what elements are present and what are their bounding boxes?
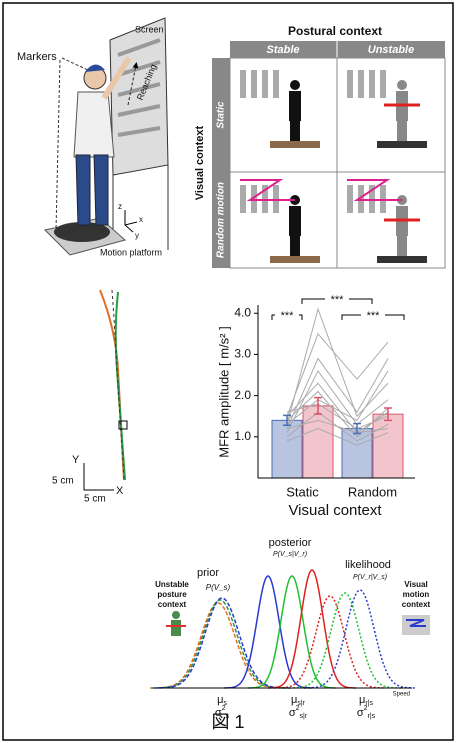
support bbox=[270, 256, 320, 263]
stripe bbox=[358, 70, 364, 98]
context-label: posture bbox=[157, 590, 187, 599]
stripe bbox=[369, 70, 375, 98]
y-axis-label: MFR amplitude [ m/s² ] bbox=[216, 326, 231, 457]
support bbox=[377, 256, 427, 263]
subject-line bbox=[287, 334, 388, 416]
person-legs bbox=[397, 236, 407, 256]
subscript: s|r bbox=[300, 713, 308, 720]
stripe bbox=[273, 70, 279, 98]
label: z bbox=[118, 202, 122, 211]
bar bbox=[373, 414, 403, 478]
x-axis-label: Visual context bbox=[288, 502, 382, 519]
equation: P(V_s) bbox=[206, 583, 231, 592]
page: {"panel_a": { "labels": {"markers": "Mar… bbox=[0, 0, 456, 743]
stimulus-icon bbox=[402, 615, 430, 635]
y-tick-label: 2.0 bbox=[234, 388, 251, 402]
distribution-curve bbox=[152, 600, 288, 688]
table-title: Postural context bbox=[288, 24, 382, 38]
row-header: Random motion bbox=[216, 182, 227, 258]
figure: Markers Screen Reaching Motion platform … bbox=[0, 0, 456, 743]
equation: P(V_r|V_s) bbox=[353, 574, 387, 581]
person-icon bbox=[166, 611, 186, 636]
label: prior bbox=[197, 567, 219, 579]
gaussians bbox=[150, 570, 416, 688]
significance: *** bbox=[331, 294, 345, 306]
label: Markers bbox=[17, 51, 57, 63]
stripe bbox=[240, 185, 246, 213]
stripe bbox=[347, 70, 353, 98]
x-tick-label: Static bbox=[286, 484, 319, 499]
y-tick-label: 1.0 bbox=[234, 429, 251, 443]
caption: 図 1 bbox=[211, 712, 244, 732]
subject-line bbox=[287, 309, 388, 424]
person-head bbox=[397, 80, 407, 90]
column-header: Unstable bbox=[368, 44, 414, 56]
trajectory bbox=[84, 290, 127, 490]
parameter: σ2r|s bbox=[357, 705, 376, 720]
context-label: Visual bbox=[404, 580, 427, 589]
scale: 5 cm bbox=[84, 494, 106, 505]
person-body bbox=[289, 91, 301, 121]
label: Screen bbox=[135, 24, 164, 34]
significance: *** bbox=[281, 310, 295, 322]
person-head bbox=[290, 80, 300, 90]
stripe bbox=[380, 70, 386, 98]
setup-illustration bbox=[45, 18, 168, 255]
row-header: Static bbox=[216, 101, 227, 129]
cell-illustrations bbox=[240, 70, 427, 263]
bar bbox=[342, 429, 372, 478]
y-tick-label: 4.0 bbox=[234, 305, 251, 319]
stripe bbox=[240, 70, 246, 98]
stripe bbox=[262, 70, 268, 98]
context-label: motion bbox=[403, 590, 430, 599]
scale: 5 cm bbox=[52, 476, 74, 487]
person-legs bbox=[290, 236, 300, 256]
distribution-curve bbox=[150, 603, 286, 688]
axis-name: Y bbox=[72, 454, 80, 466]
context-label: context bbox=[402, 600, 431, 609]
label: likelihood bbox=[345, 559, 391, 571]
stripe bbox=[251, 70, 257, 98]
x-tick-label: Random bbox=[348, 484, 397, 499]
subscript: r|s bbox=[368, 713, 376, 720]
person-legs bbox=[290, 121, 300, 141]
context-label: context bbox=[158, 600, 187, 609]
label: y bbox=[135, 231, 139, 240]
bar bbox=[303, 406, 333, 478]
significance: *** bbox=[367, 310, 381, 322]
row-title: Visual context bbox=[194, 125, 206, 200]
superscript: 2 bbox=[296, 705, 300, 712]
person-legs bbox=[397, 121, 407, 141]
person-body bbox=[289, 206, 301, 236]
context-label: Unstable bbox=[155, 580, 189, 589]
bar-chart: 1.0 2.0 3.0 4.0 Static Random *** *** *** bbox=[234, 294, 415, 500]
y-tick-label: 3.0 bbox=[234, 347, 251, 361]
parameter: σ2s|r bbox=[289, 705, 308, 720]
stripe bbox=[347, 185, 353, 213]
support bbox=[377, 141, 427, 148]
superscript: 2 bbox=[364, 705, 368, 712]
axis-name: X bbox=[116, 485, 124, 497]
axis-name: Speed bbox=[393, 692, 410, 698]
label: x bbox=[139, 215, 143, 224]
label: posterior bbox=[269, 537, 312, 549]
support bbox=[270, 141, 320, 148]
equation: P(V_s|V_r) bbox=[273, 551, 307, 558]
label: Motion platform bbox=[100, 247, 162, 257]
column-header: Stable bbox=[266, 44, 299, 56]
